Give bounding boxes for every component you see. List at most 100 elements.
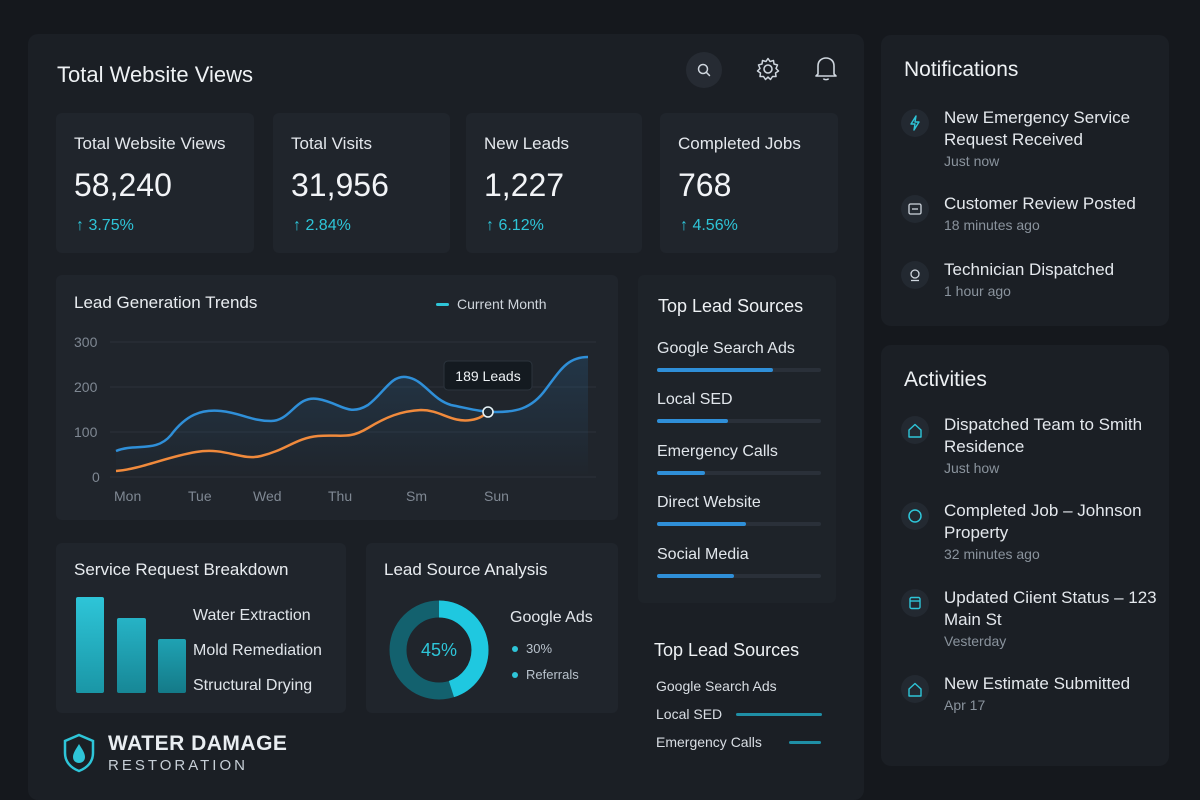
y-tick: 300 bbox=[74, 334, 98, 350]
activity-time: Apr 17 bbox=[944, 697, 986, 713]
lead-trends-card: Lead Generation Trends Current Month 300… bbox=[56, 275, 618, 520]
source-progress-track bbox=[657, 522, 821, 526]
breakdown-bar[interactable] bbox=[158, 639, 186, 693]
donut-legend-title: Google Ads bbox=[510, 609, 593, 626]
x-tick: Mon bbox=[114, 488, 141, 504]
stat-card-website-views[interactable]: Total Website Views 58,240 ↑ 3.75% bbox=[56, 113, 254, 253]
donut-center-label: 45% bbox=[421, 640, 457, 660]
legend-label: Current Month bbox=[457, 296, 547, 312]
activities-panel: Activities Dispatched Team to Smith Resi… bbox=[881, 345, 1169, 766]
shield-drop-icon bbox=[63, 733, 95, 773]
x-tick: Wed bbox=[253, 488, 282, 504]
source-item[interactable]: Social Media bbox=[657, 546, 821, 578]
legend-swatch bbox=[436, 302, 449, 306]
source-line bbox=[789, 741, 821, 744]
stat-delta: ↑ 3.75% bbox=[76, 217, 134, 234]
chart-title: Lead Generation Trends bbox=[74, 293, 258, 312]
source-label: Social Media bbox=[657, 546, 749, 563]
card-title: Lead Source Analysis bbox=[384, 560, 548, 579]
source-progress-track bbox=[657, 471, 821, 475]
legend-text: 30% bbox=[526, 641, 553, 656]
source-progress-fill bbox=[657, 574, 735, 578]
review-icon bbox=[901, 195, 929, 223]
source-item[interactable]: Direct Website bbox=[657, 494, 821, 526]
x-tick: Thu bbox=[328, 488, 352, 504]
stat-value: 58,240 bbox=[74, 167, 172, 203]
stat-card-new-leads[interactable]: New Leads 1,227 ↑ 6.12% bbox=[466, 113, 642, 253]
source-progress-track bbox=[657, 574, 821, 578]
donut-legend-item: Referrals bbox=[512, 667, 579, 682]
stat-label: New Leads bbox=[484, 134, 570, 153]
notification-text: Customer Review Posted bbox=[944, 194, 1136, 213]
stat-delta: ↑ 6.12% bbox=[486, 217, 544, 234]
source-progress-fill bbox=[657, 471, 705, 475]
donut-chart: 45% bbox=[389, 600, 489, 700]
donut-segment[interactable] bbox=[389, 600, 489, 700]
circle-icon bbox=[901, 502, 929, 530]
notification-text: Technician Dispatched bbox=[944, 260, 1115, 279]
activity-time: Just how bbox=[944, 460, 1000, 476]
stat-card-completed-jobs[interactable]: Completed Jobs 768 ↑ 4.56% bbox=[660, 113, 838, 253]
home-icon bbox=[901, 416, 929, 444]
blue-series-line bbox=[115, 355, 589, 453]
top-lead-sources-card: Top Lead Sources Google Search Ads Local… bbox=[638, 275, 836, 603]
source-row[interactable]: Local SED bbox=[656, 706, 723, 722]
lightning-icon bbox=[901, 109, 929, 137]
top-lead-sources-secondary: Top Lead Sources Google Search Ads Local… bbox=[654, 640, 822, 750]
stat-label: Completed Jobs bbox=[678, 134, 801, 153]
stat-value: 31,956 bbox=[291, 167, 389, 203]
breakdown-label: Water Extraction bbox=[193, 607, 311, 624]
activity-text: New Estimate Submitted bbox=[944, 674, 1131, 693]
y-tick: 200 bbox=[74, 379, 98, 395]
breakdown-bar[interactable] bbox=[117, 618, 146, 693]
donut-legend-item: 30% bbox=[512, 641, 552, 656]
sources-title: Top Lead Sources bbox=[658, 296, 804, 316]
lead-trends-chart: 300 200 100 0 Mon Tue Wed Thu Sm Sun 189… bbox=[74, 334, 596, 504]
notifications-button[interactable] bbox=[808, 50, 844, 86]
logo-line2: RESTORATION bbox=[108, 757, 248, 774]
notification-text: New Emergency Service Request Received bbox=[944, 108, 1131, 149]
activity-time: 32 minutes ago bbox=[944, 546, 1040, 562]
logo-line1: WATER DAMAGE bbox=[108, 732, 288, 755]
source-progress-track bbox=[657, 419, 821, 423]
y-tick: 0 bbox=[92, 469, 100, 485]
stat-card-visits[interactable]: Total Visits 31,956 ↑ 2.84% bbox=[273, 113, 450, 253]
source-progress-fill bbox=[657, 419, 728, 423]
stat-delta: ↑ 4.56% bbox=[680, 217, 738, 234]
source-item[interactable]: Emergency Calls bbox=[657, 443, 821, 475]
activities-title: Activities bbox=[904, 368, 987, 391]
stat-label: Total Visits bbox=[291, 134, 372, 153]
document-icon bbox=[901, 589, 929, 617]
source-label: Emergency Calls bbox=[657, 443, 778, 460]
source-label: Google Search Ads bbox=[657, 340, 795, 357]
card-title: Service Request Breakdown bbox=[74, 560, 289, 579]
sources-title: Top Lead Sources bbox=[654, 640, 800, 660]
x-tick: Tue bbox=[188, 488, 212, 504]
home-icon bbox=[901, 675, 929, 703]
stat-value: 768 bbox=[678, 167, 732, 203]
chart-legend: Current Month bbox=[436, 296, 546, 312]
x-tick: Sm bbox=[406, 488, 427, 504]
source-item[interactable]: Local SED bbox=[657, 391, 821, 423]
source-row[interactable]: Google Search Ads bbox=[656, 678, 777, 694]
source-progress-fill bbox=[657, 522, 746, 526]
legend-dot bbox=[512, 671, 518, 678]
notification-time: Just now bbox=[944, 153, 1000, 169]
activity-time: Vesterday bbox=[944, 633, 1007, 649]
source-label: Direct Website bbox=[657, 494, 761, 511]
settings-button[interactable] bbox=[750, 51, 786, 87]
breakdown-label: Mold Remediation bbox=[193, 642, 322, 659]
source-row[interactable]: Emergency Calls bbox=[656, 734, 762, 750]
notification-time: 18 minutes ago bbox=[944, 217, 1040, 233]
y-tick: 100 bbox=[74, 424, 98, 440]
notifications-panel: Notifications New Emergency Service Requ… bbox=[881, 35, 1169, 326]
tooltip-marker[interactable] bbox=[482, 406, 494, 418]
tooltip-box bbox=[443, 360, 533, 391]
source-progress-track bbox=[657, 368, 821, 372]
search-button[interactable] bbox=[686, 52, 722, 88]
lead-analysis-card: Lead Source Analysis 45% Google Ads 30% … bbox=[366, 543, 618, 713]
stat-delta: ↑ 2.84% bbox=[293, 217, 351, 234]
source-item[interactable]: Google Search Ads bbox=[657, 340, 821, 372]
breakdown-bar[interactable] bbox=[76, 597, 104, 693]
source-label: Local SED bbox=[657, 391, 733, 408]
